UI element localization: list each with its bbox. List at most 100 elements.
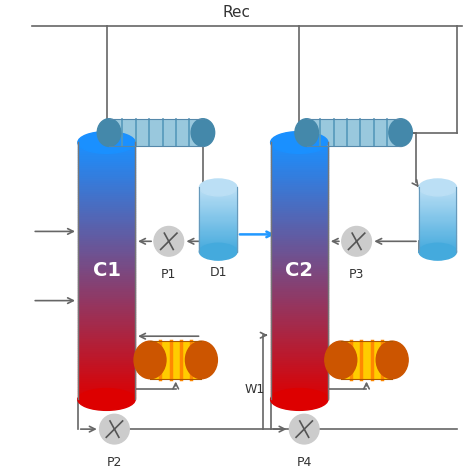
Bar — [271, 325, 328, 327]
Bar — [78, 363, 135, 365]
Bar — [419, 193, 456, 194]
Bar — [271, 316, 328, 318]
Bar — [200, 191, 237, 193]
Bar — [419, 199, 456, 201]
Ellipse shape — [376, 341, 408, 379]
Bar — [200, 227, 237, 228]
Bar — [271, 277, 328, 280]
Bar — [78, 344, 135, 346]
Bar — [271, 314, 328, 316]
Bar — [78, 322, 135, 325]
Bar — [200, 209, 237, 210]
Bar — [419, 227, 456, 228]
Ellipse shape — [389, 118, 412, 146]
Bar — [271, 350, 328, 352]
Bar — [200, 225, 237, 226]
Bar — [78, 333, 135, 335]
Bar — [200, 215, 237, 216]
Bar — [78, 168, 135, 170]
Bar — [271, 294, 328, 297]
Bar — [200, 224, 237, 225]
Bar — [271, 383, 328, 384]
Bar — [271, 168, 328, 170]
Bar — [271, 348, 328, 350]
Bar — [271, 333, 328, 335]
Bar — [271, 376, 328, 378]
Ellipse shape — [97, 118, 121, 146]
Bar — [200, 242, 237, 243]
Bar — [271, 241, 328, 243]
Bar — [78, 329, 135, 331]
Bar — [271, 245, 328, 247]
Bar — [78, 282, 135, 284]
Bar — [200, 202, 237, 203]
Text: P1: P1 — [161, 268, 176, 281]
Bar — [200, 247, 237, 248]
Bar — [200, 187, 237, 189]
Bar — [200, 237, 237, 238]
Bar — [271, 218, 328, 219]
Text: D1: D1 — [210, 265, 227, 279]
Bar — [78, 218, 135, 219]
Text: P2: P2 — [107, 456, 122, 469]
Bar — [419, 228, 456, 229]
Bar — [78, 162, 135, 164]
Bar — [200, 216, 237, 218]
Circle shape — [154, 227, 183, 256]
Bar — [419, 196, 456, 197]
Bar — [271, 267, 328, 269]
Bar — [271, 389, 328, 391]
Bar — [200, 210, 237, 211]
Bar — [271, 198, 328, 201]
Bar — [271, 286, 328, 288]
Bar — [271, 166, 328, 168]
Bar — [419, 190, 456, 191]
Bar — [419, 216, 456, 218]
Text: P4: P4 — [297, 456, 312, 469]
Bar — [78, 307, 135, 310]
Bar — [419, 238, 456, 239]
Ellipse shape — [191, 118, 215, 146]
Bar — [78, 215, 135, 218]
Bar — [419, 197, 456, 198]
Bar — [271, 205, 328, 207]
Bar — [419, 215, 456, 216]
Bar — [200, 206, 237, 207]
Text: C1: C1 — [92, 262, 120, 281]
Bar — [271, 301, 328, 303]
Bar — [200, 231, 237, 232]
Bar — [271, 273, 328, 275]
Bar — [78, 174, 135, 177]
Bar — [271, 280, 328, 282]
Bar — [419, 187, 456, 189]
Bar — [271, 215, 328, 218]
Bar — [78, 290, 135, 292]
Bar — [419, 229, 456, 230]
Bar — [271, 387, 328, 389]
Bar — [271, 249, 328, 252]
Bar — [78, 245, 135, 247]
Bar — [78, 183, 135, 185]
Bar — [271, 254, 328, 256]
Bar — [271, 202, 328, 205]
Bar — [419, 220, 456, 222]
Bar — [78, 350, 135, 352]
Bar — [271, 311, 328, 314]
Bar — [78, 271, 135, 273]
Bar — [78, 320, 135, 322]
Text: C2: C2 — [285, 262, 313, 281]
Bar — [78, 384, 135, 387]
Bar — [271, 303, 328, 305]
Bar — [78, 149, 135, 151]
Bar — [271, 327, 328, 329]
Bar — [78, 269, 135, 271]
Bar — [200, 248, 237, 249]
Bar — [271, 355, 328, 356]
Bar — [200, 244, 237, 245]
Bar — [78, 263, 135, 264]
Ellipse shape — [419, 179, 456, 196]
Bar — [78, 275, 135, 277]
Bar — [271, 275, 328, 277]
Ellipse shape — [271, 132, 328, 154]
Bar — [78, 280, 135, 282]
